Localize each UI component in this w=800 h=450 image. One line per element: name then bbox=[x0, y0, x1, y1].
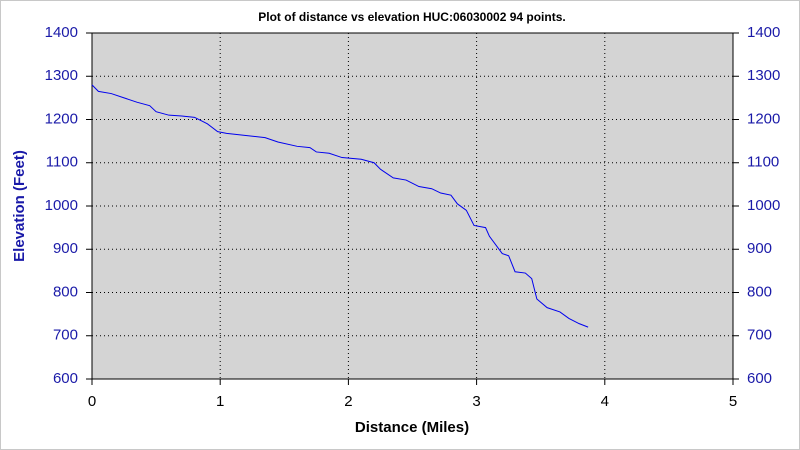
x-tick-label: 4 bbox=[601, 393, 609, 410]
y2-tick-label: 1400 bbox=[747, 24, 780, 41]
y2-tick-label: 800 bbox=[747, 283, 772, 300]
elevation-line bbox=[91, 84, 589, 328]
x-tick-label: 1 bbox=[216, 393, 224, 410]
y-tick-label: 1100 bbox=[46, 154, 78, 171]
y-tick-label: 1000 bbox=[45, 197, 78, 214]
y2-tick-label: 1300 bbox=[747, 67, 780, 84]
y-axis-label: Elevation (Feet) bbox=[11, 150, 28, 262]
y2-tick-label: 700 bbox=[747, 327, 772, 344]
y-tick-label: 1300 bbox=[45, 67, 78, 84]
y2-tick-label: 1100 bbox=[747, 154, 779, 171]
y-tick-label: 1200 bbox=[45, 110, 78, 127]
x-tick-label: 5 bbox=[729, 393, 737, 410]
chart-title: Plot of distance vs elevation HUC:060300… bbox=[258, 10, 565, 24]
y-tick-label: 900 bbox=[53, 240, 78, 257]
y-tick-label: 700 bbox=[53, 327, 78, 344]
y-tick-label: 800 bbox=[53, 283, 78, 300]
x-tick-label: 3 bbox=[472, 393, 480, 410]
y-tick-label: 1400 bbox=[45, 24, 78, 41]
y2-tick-label: 1200 bbox=[747, 110, 780, 127]
plot-border bbox=[91, 32, 734, 380]
x-tick-label: 2 bbox=[344, 393, 352, 410]
x-tick-label: 0 bbox=[88, 393, 96, 410]
y2-tick-label: 900 bbox=[747, 240, 772, 257]
y2-tick-label: 600 bbox=[747, 370, 772, 387]
y2-tick-label: 1000 bbox=[747, 197, 780, 214]
x-axis-label: Distance (Miles) bbox=[355, 419, 469, 436]
y-tick-label: 600 bbox=[53, 370, 78, 387]
